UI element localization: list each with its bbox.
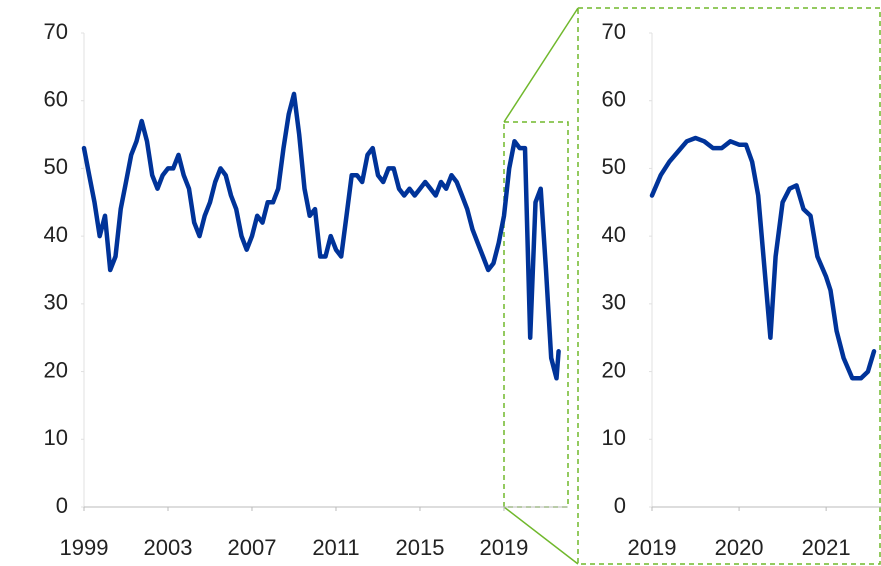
y-tick-label: 10	[602, 425, 626, 450]
x-tick-label: 2019	[628, 535, 677, 560]
y-tick-label: 0	[56, 493, 68, 518]
y-tick-label: 50	[602, 154, 626, 179]
x-tick-label: 2003	[144, 535, 193, 560]
y-tick-label: 50	[44, 154, 68, 179]
zoom-connector	[503, 7, 579, 123]
x-tick-label: 2020	[715, 535, 764, 560]
y-tick-label: 20	[44, 357, 68, 382]
series-line	[649, 135, 877, 381]
zoom-frame	[577, 7, 881, 565]
y-tick-label: 0	[614, 493, 626, 518]
series-line	[81, 91, 561, 381]
y-tick-label: 20	[602, 357, 626, 382]
y-tick-label: 70	[602, 19, 626, 44]
x-tick-label: 2015	[395, 535, 444, 560]
x-tick-label: 1999	[60, 535, 109, 560]
y-tick-label: 60	[44, 87, 68, 112]
y-tick-label: 60	[602, 87, 626, 112]
x-tick-label: 2021	[802, 535, 851, 560]
y-tick-label: 40	[602, 222, 626, 247]
x-tick-label: 2011	[312, 535, 359, 560]
y-tick-label: 40	[44, 222, 68, 247]
y-tick-label: 30	[44, 290, 68, 315]
y-tick-label: 30	[602, 290, 626, 315]
y-tick-label: 10	[44, 425, 68, 450]
x-tick-label: 2019	[479, 535, 528, 560]
y-tick-label: 70	[44, 19, 68, 44]
zoom-indicator	[503, 7, 881, 565]
zoom-box	[503, 121, 569, 508]
x-tick-label: 2007	[228, 535, 277, 560]
zoom-connector	[503, 506, 579, 565]
